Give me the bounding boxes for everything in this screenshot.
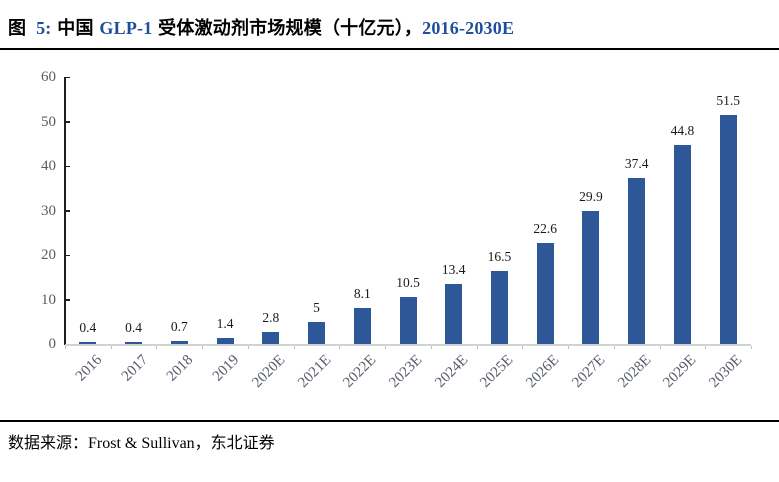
bar-value-label: 0.4	[79, 320, 97, 336]
y-axis-tick-label: 40	[41, 158, 56, 174]
bar-value-label: 29.9	[579, 188, 603, 204]
x-axis-tick	[385, 345, 387, 349]
x-axis-tick	[430, 345, 432, 349]
x-axis-tick	[659, 345, 661, 349]
x-axis-tick	[65, 345, 66, 349]
bar-value-label: 44.8	[670, 122, 695, 138]
bar	[262, 331, 280, 344]
bar-value-label: 37.4	[624, 155, 649, 171]
bar	[79, 342, 97, 344]
bar-value-label: 10.5	[396, 275, 420, 291]
figure-title: 图 5: 中国 GLP-1 受体激动剂市场规模（十亿元），2016-2030E	[8, 14, 514, 40]
figure-number: 5:	[36, 18, 52, 38]
x-axis-tick	[522, 345, 524, 349]
title-underline-rule	[0, 48, 779, 50]
y-axis-tick-label: 20	[41, 247, 56, 263]
y-axis-tick	[65, 76, 70, 78]
x-axis-tick	[293, 345, 295, 349]
bar-value-label: 51.5	[716, 92, 740, 108]
y-axis-tick-label: 30	[41, 202, 56, 219]
bar-value-label: 13.4	[441, 262, 466, 278]
bar	[445, 284, 463, 344]
bar-value-label: 8.1	[353, 285, 371, 301]
y-axis-tick	[65, 254, 70, 256]
bar	[308, 321, 326, 344]
y-axis-tick	[65, 299, 70, 301]
title-en-glp1: GLP-1	[99, 18, 153, 38]
title-cn-2: 受体激动剂市场规模（十亿元），	[158, 18, 423, 38]
figure-label: 图	[8, 18, 27, 38]
bar-value-label: 1.4	[216, 315, 234, 331]
x-axis-tick	[751, 345, 752, 349]
y-axis-tick-label: 50	[41, 113, 56, 130]
bar-value-label: 22.6	[533, 221, 557, 237]
source-divider-rule	[0, 420, 779, 422]
bar-chart: 0 10 20 30 40 50 60 0.4 2016 0.4 2017 0.7 2018 1.4 201…	[0, 56, 779, 416]
bar	[490, 270, 508, 344]
x-axis-tick	[156, 345, 158, 349]
y-axis-tick-label: 60	[41, 69, 56, 85]
bar	[353, 307, 371, 344]
y-axis-tick-label: 0	[48, 336, 57, 352]
x-axis-line	[65, 344, 751, 346]
x-axis-tick	[476, 345, 478, 349]
bar	[125, 342, 143, 344]
bar	[399, 297, 417, 344]
bar	[170, 340, 188, 344]
y-axis-tick-label: 10	[41, 291, 56, 308]
bar	[673, 144, 691, 344]
bar	[582, 210, 600, 344]
x-axis-tick	[705, 345, 707, 349]
bar-value-label: 5	[313, 299, 320, 315]
y-axis-tick	[65, 210, 70, 212]
bar	[216, 337, 234, 344]
bar-value-label: 2.8	[262, 309, 280, 325]
bar	[628, 177, 646, 344]
bar	[719, 114, 737, 344]
bar-value-label: 0.7	[170, 318, 188, 334]
bar	[536, 243, 554, 344]
title-year-range: 2016-2030E	[422, 18, 515, 38]
y-axis-tick	[65, 165, 70, 167]
y-axis-line	[64, 77, 66, 345]
bar-value-label: 16.5	[487, 248, 512, 264]
x-axis-tick	[110, 345, 112, 349]
x-axis-tick	[247, 345, 249, 349]
x-axis-tick	[202, 345, 204, 349]
x-axis-tick	[568, 345, 570, 349]
x-axis-tick	[339, 345, 341, 349]
bar-value-label: 0.4	[125, 320, 143, 336]
data-source-text: 数据来源：Frost & Sullivan，东北证券	[8, 435, 275, 452]
title-cn-1: 中国	[57, 18, 94, 38]
x-axis-tick	[613, 345, 615, 349]
y-axis-tick	[65, 121, 70, 123]
